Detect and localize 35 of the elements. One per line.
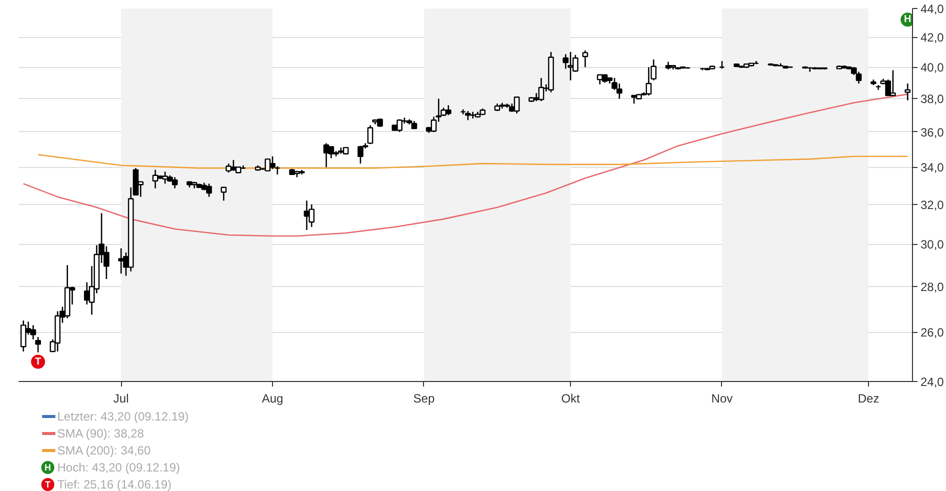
x-tick-label: Nov [711, 392, 733, 406]
candlestick [582, 50, 588, 68]
legend-label: SMA (90): 38,28 [57, 426, 144, 440]
legend-label: SMA (200): 34,60 [57, 444, 151, 458]
candlestick [35, 336, 41, 354]
text: H [44, 462, 52, 472]
y-tick-label: 24,0 [920, 375, 944, 389]
y-tick-label: 34,0 [920, 160, 944, 175]
candlestick [367, 124, 374, 145]
candlestick [904, 82, 911, 101]
candlestick [220, 186, 227, 202]
line-series [22, 94, 908, 237]
y-tick-label: 28,0 [920, 280, 944, 294]
candlestick [152, 169, 158, 189]
y-tick-label: 36,0 [920, 125, 944, 140]
x-tick-label: Dez [858, 392, 880, 406]
y-tick-label: 40,0 [920, 60, 944, 75]
y-tick-label: 44,0 [920, 2, 944, 16]
text: Hoch: 43,20 (09.12.19) [57, 460, 180, 474]
annotation: T [34, 356, 42, 368]
candlestick [118, 248, 124, 274]
text: T [45, 480, 51, 490]
x-tick-label: Sep [413, 392, 435, 406]
y-tick-label: 32,0 [920, 198, 944, 212]
y-tick-label: 42,0 [920, 30, 944, 45]
annotation: H [904, 14, 912, 26]
text: Letzter: 43,20 (09.12.19) [57, 410, 189, 424]
text: Tief: 25,16 (14.06.19) [57, 478, 172, 491]
line-series [37, 154, 908, 169]
x-tick-label: Jul [113, 392, 129, 406]
x-tick-label: Okt [561, 392, 581, 406]
y-tick-label: 26,0 [920, 326, 944, 340]
x-tick-label: Aug [262, 392, 284, 406]
y-tick-label: 38,0 [920, 92, 944, 106]
y-tick-label: 30,0 [920, 238, 944, 252]
